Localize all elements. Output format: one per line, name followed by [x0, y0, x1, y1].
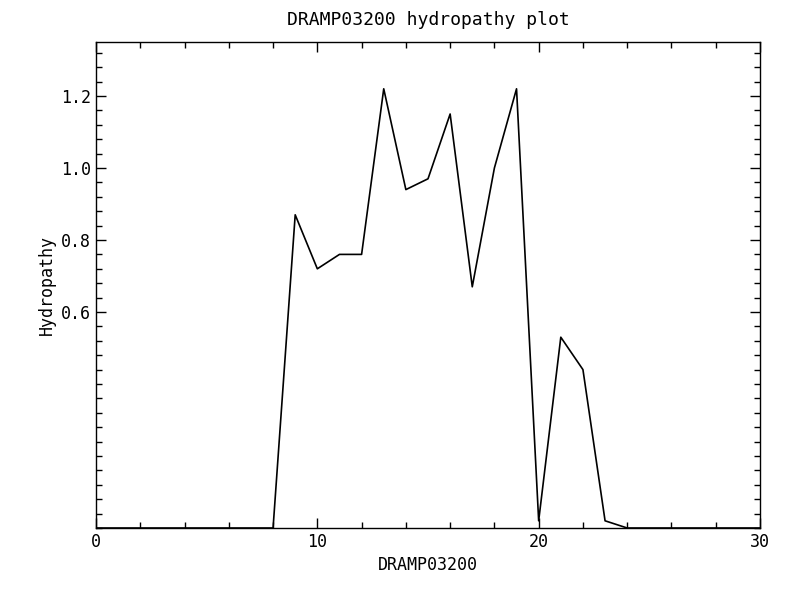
X-axis label: DRAMP03200: DRAMP03200 [378, 556, 478, 574]
Title: DRAMP03200 hydropathy plot: DRAMP03200 hydropathy plot [286, 11, 570, 29]
Y-axis label: Hydropathy: Hydropathy [38, 235, 55, 335]
